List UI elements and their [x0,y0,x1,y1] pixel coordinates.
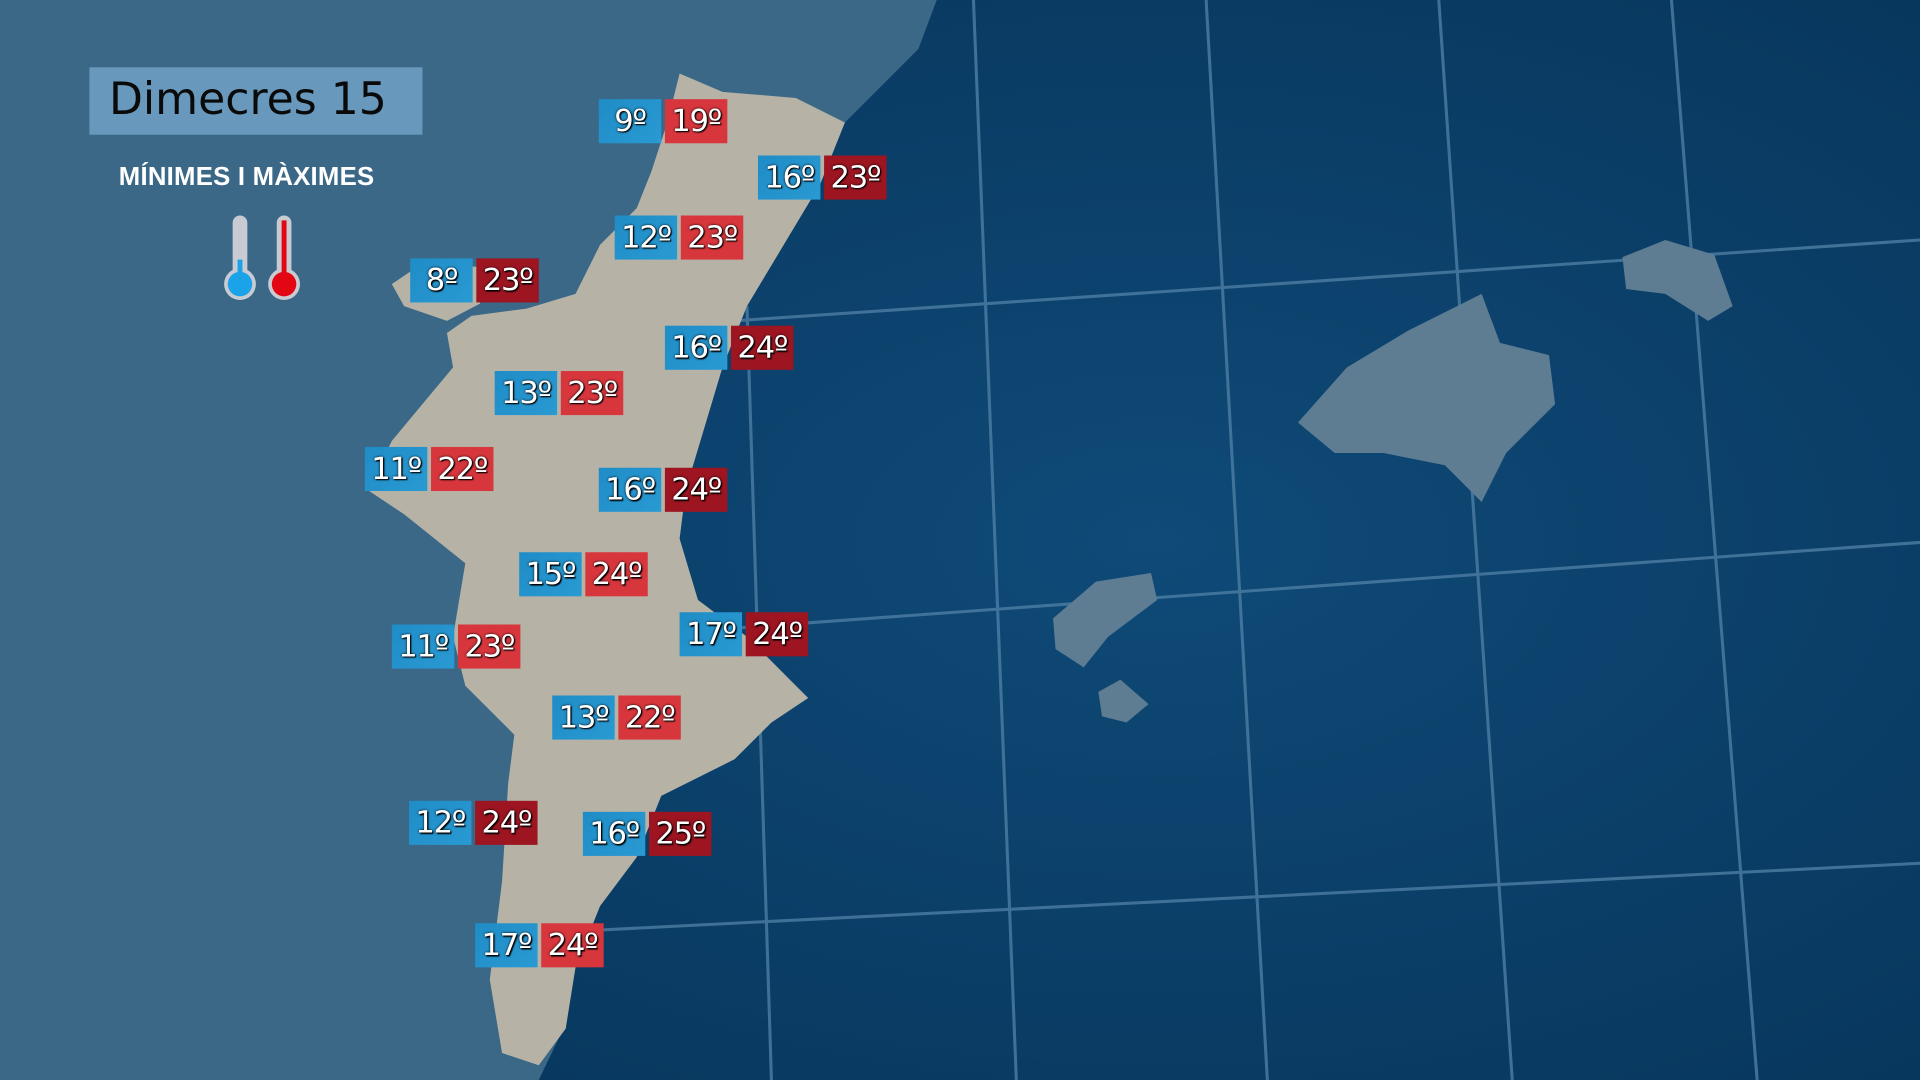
day-title-box: Dimecres 15 [89,67,423,135]
max-temp: 19º [664,99,728,144]
min-temp: 16º [582,811,646,856]
graticule [587,0,1920,1080]
max-temp: 25º [648,811,712,856]
max-temp: 22º [618,695,681,740]
thermometer-hot-icon [268,215,301,301]
min-temp: 13º [552,695,615,740]
thermometers-legend [224,215,301,301]
min-temp: 11º [364,446,428,492]
min-temp: 11º [391,624,455,669]
min-temp: 17º [679,612,743,657]
min-temp: 12º [614,215,678,260]
min-temp: 16º [598,467,662,512]
min-temp: 16º [664,325,728,370]
min-temp: 8º [410,258,473,303]
max-temp: 24º [541,923,604,968]
day-title: Dimecres 15 [108,74,387,125]
min-temp: 12º [408,800,472,845]
thermometer-cold-icon [224,215,256,301]
legend-title: MÍNIMES I MÀXIMES [118,162,375,192]
min-temp: 17º [475,923,538,968]
ibiza [1053,573,1158,668]
max-temp: 22º [431,446,494,492]
max-temp: 24º [731,325,794,370]
max-temp: 23º [680,215,744,260]
min-temp: 9º [598,99,662,144]
max-temp: 23º [560,371,624,416]
max-temp: 24º [585,552,648,597]
min-temp: 15º [519,552,582,597]
min-temp: 16º [757,155,821,200]
max-temp: 23º [476,258,539,303]
max-temp: 23º [824,155,887,200]
max-temp: 24º [745,612,809,657]
formentera [1098,679,1149,723]
max-temp: 23º [457,624,521,669]
min-temp: 13º [494,371,558,416]
menorca [1622,240,1733,321]
max-temp: 24º [475,800,538,845]
mallorca [1297,293,1556,503]
max-temp: 24º [664,467,728,512]
